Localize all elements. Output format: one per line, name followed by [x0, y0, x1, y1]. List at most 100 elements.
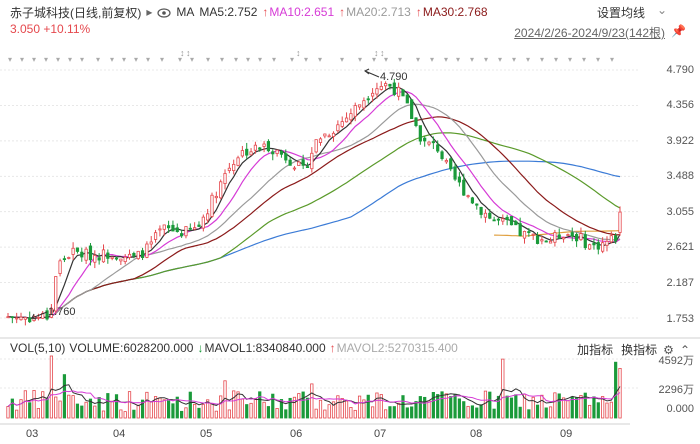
volume-bar	[36, 408, 40, 419]
volume-bar	[49, 355, 54, 419]
candle-body	[449, 158, 453, 170]
event-marker: ▾	[610, 55, 614, 64]
mavol2-up-arrow: ↑	[329, 341, 336, 355]
chevron-up-icon[interactable]: ⌃	[679, 342, 690, 357]
date-range[interactable]: 2024/2/26-2024/9/23(142根)	[514, 26, 665, 40]
candle-body	[479, 206, 483, 215]
volume-bar	[418, 396, 422, 419]
month-label: 09	[560, 428, 573, 440]
ma-settings-button[interactable]: 设置均线	[596, 6, 645, 20]
candle-body	[414, 117, 418, 126]
switch-indicator-button[interactable]: 换指标	[621, 343, 658, 357]
gear-icon[interactable]: ⚙	[663, 342, 674, 357]
ma5-line	[7, 86, 621, 319]
candle-body	[201, 216, 205, 229]
candle-body	[509, 216, 514, 226]
candle-body	[566, 234, 570, 236]
candle-body	[132, 253, 136, 257]
volume-bar	[106, 393, 110, 419]
volume-bar	[375, 392, 379, 419]
candle-body	[10, 316, 14, 319]
volume-bar	[483, 390, 488, 419]
pin-icon[interactable]: 📌	[671, 24, 686, 38]
candle-body	[62, 258, 67, 261]
candle-body	[88, 245, 93, 261]
ma10-value: MA10:2.651	[269, 5, 335, 19]
candle-body	[67, 257, 71, 259]
event-marker: ▾	[44, 55, 48, 64]
event-marker: ▾	[272, 55, 276, 64]
candle-body	[54, 276, 58, 312]
candle-body	[609, 235, 613, 243]
volume-bar	[97, 397, 101, 419]
volume-tools: 加指标 换指标 ⚙ ⌃	[577, 341, 690, 358]
vol-title[interactable]: VOL(5,10)	[10, 341, 66, 355]
volume-bar	[301, 391, 305, 419]
candle-body	[505, 216, 509, 221]
volume-bar	[227, 409, 231, 419]
mavol1-down-arrow: ↓	[197, 341, 204, 355]
volume-value: VOLUME:6028200.000	[69, 341, 194, 355]
candle-body	[193, 227, 197, 230]
candle-body	[392, 82, 396, 95]
event-marker: ▾	[110, 55, 114, 64]
candle-body	[579, 233, 583, 241]
candle-body	[45, 310, 49, 320]
volume-bar	[462, 401, 466, 419]
volume-bar	[496, 395, 501, 419]
candle-body	[266, 141, 271, 152]
candle-body	[288, 159, 292, 166]
event-marker: ▾	[540, 55, 544, 64]
play-icon[interactable]: ▸	[146, 5, 153, 19]
candle-body	[119, 258, 123, 262]
volume-bar	[401, 395, 405, 419]
event-marker: ▾	[32, 55, 36, 64]
volume-bar	[93, 405, 97, 419]
volume-bar	[245, 404, 249, 419]
volume-bar	[557, 393, 561, 419]
volume-bar	[370, 406, 375, 419]
volume-bar	[214, 410, 218, 419]
stock-name[interactable]: 赤子城科技(日线,前复权)	[10, 5, 142, 20]
event-marker: ▾	[596, 55, 600, 64]
volume-bar	[219, 395, 223, 419]
candle-body	[492, 219, 496, 222]
candle-body	[405, 94, 409, 104]
candle-body	[488, 212, 492, 219]
volume-bar	[258, 391, 262, 419]
candle-body	[97, 257, 101, 261]
volume-bar	[410, 406, 414, 419]
ma20-line	[7, 103, 621, 319]
candle-body	[258, 147, 262, 150]
candle-body	[249, 151, 253, 156]
volume-bar	[388, 406, 392, 419]
volume-bar	[54, 396, 58, 419]
volume-bar	[80, 405, 84, 419]
volume-bar	[609, 401, 613, 419]
chevron-down-icon[interactable]: ⌄	[656, 3, 667, 17]
volume-bar	[236, 391, 240, 419]
add-indicator-button[interactable]: 加指标	[577, 343, 614, 357]
candle-body	[379, 85, 383, 90]
volume-bar	[15, 409, 19, 419]
event-marker: ↕	[374, 48, 379, 58]
event-marker: ▾	[526, 55, 530, 64]
price-tick: 1.753	[666, 313, 694, 325]
candle-body	[223, 173, 227, 184]
volume-tick: 4592万	[658, 355, 694, 367]
eye-icon[interactable]	[157, 7, 171, 18]
candle-body	[219, 181, 223, 199]
ma30-value: MA30:2.768	[422, 5, 488, 19]
volume-bar	[41, 391, 45, 419]
candle-body	[388, 83, 392, 87]
volume-bar	[310, 383, 314, 419]
volume-bar	[505, 395, 509, 419]
candle-body	[101, 249, 106, 263]
volume-bar	[392, 406, 396, 419]
volume-bar	[84, 401, 88, 419]
candle-body	[292, 167, 297, 170]
candle-body	[462, 179, 466, 196]
candle-body	[583, 234, 587, 249]
